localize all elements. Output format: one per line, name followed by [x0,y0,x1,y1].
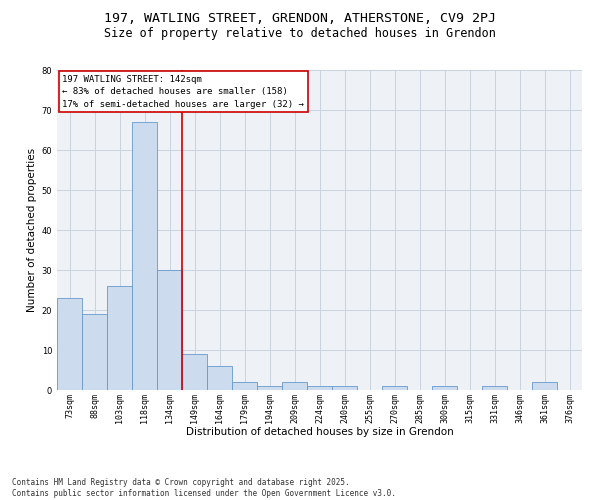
Text: Contains HM Land Registry data © Crown copyright and database right 2025.
Contai: Contains HM Land Registry data © Crown c… [12,478,396,498]
Bar [382,386,407,390]
Bar [182,354,207,390]
Bar [157,270,182,390]
Bar [232,382,257,390]
Y-axis label: Number of detached properties: Number of detached properties [28,148,37,312]
Bar [207,366,232,390]
Bar [482,386,507,390]
X-axis label: Distribution of detached houses by size in Grendon: Distribution of detached houses by size … [185,427,454,437]
Text: Size of property relative to detached houses in Grendon: Size of property relative to detached ho… [104,28,496,40]
Text: 197, WATLING STREET, GRENDON, ATHERSTONE, CV9 2PJ: 197, WATLING STREET, GRENDON, ATHERSTONE… [104,12,496,26]
Bar [532,382,557,390]
Bar [257,386,282,390]
Bar [107,286,132,390]
Bar [282,382,307,390]
Text: 197 WATLING STREET: 142sqm
← 83% of detached houses are smaller (158)
17% of sem: 197 WATLING STREET: 142sqm ← 83% of deta… [62,75,304,109]
Bar [307,386,332,390]
Bar [132,122,157,390]
Bar [332,386,357,390]
Bar [82,314,107,390]
Bar [57,298,82,390]
Bar [432,386,457,390]
